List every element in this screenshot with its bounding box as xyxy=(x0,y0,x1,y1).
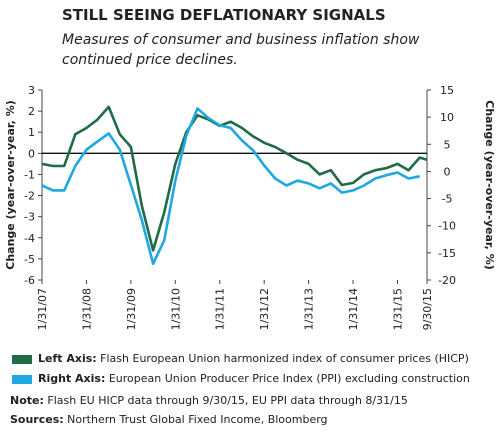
x-tick-label: 1/31/14 xyxy=(347,288,360,330)
y2-tick-label: 15 xyxy=(440,84,454,97)
note-text: Northern Trust Global Fixed Income, Bloo… xyxy=(67,413,328,426)
legend-prefix: Left Axis: xyxy=(38,352,97,365)
y-tick-label: -6 xyxy=(24,274,35,287)
chart-title: STILL SEEING DEFLATIONARY SIGNALS xyxy=(62,6,386,24)
x-tick-label: 1/31/08 xyxy=(80,288,93,330)
x-tick-label: 1/31/15 xyxy=(391,288,404,330)
series-line xyxy=(41,107,420,265)
x-tick-label: 1/31/10 xyxy=(169,288,182,330)
x-tick-label: 1/31/09 xyxy=(125,288,138,330)
y-tick-label: -4 xyxy=(24,232,35,245)
y2-tick-label: -15 xyxy=(438,247,456,260)
y-tick-label: -5 xyxy=(24,253,35,266)
legend-swatch xyxy=(12,375,32,384)
y2-axis-label: Change (year-over-year, %) xyxy=(483,100,496,270)
note-text: Flash EU HICP data through 9/30/15, EU P… xyxy=(47,394,408,407)
note: Note: Flash EU HICP data through 9/30/15… xyxy=(10,394,408,407)
y-tick-label: -1 xyxy=(24,168,35,181)
y2-tick-label: -5 xyxy=(442,193,453,206)
legend-label: European Union Producer Price Index (PPI… xyxy=(108,372,470,385)
x-tick-label: 1/31/12 xyxy=(258,288,271,330)
note: Sources: Northern Trust Global Fixed Inc… xyxy=(10,413,328,426)
legend-label: Flash European Union harmonized index of… xyxy=(100,352,469,365)
y2-tick-label: 5 xyxy=(444,138,451,151)
note-label: Note: xyxy=(10,394,44,407)
legend-entry: Left Axis: Flash European Union harmoniz… xyxy=(38,352,469,365)
legend-prefix: Right Axis: xyxy=(38,372,106,385)
y2-tick-label: 10 xyxy=(440,111,454,124)
y2-tick-label: -10 xyxy=(438,220,456,233)
series-line xyxy=(41,105,428,252)
y2-tick-label: -20 xyxy=(438,274,456,287)
y-tick-label: 2 xyxy=(28,105,35,118)
legend-entry: Right Axis: European Union Producer Pric… xyxy=(38,372,470,385)
y-tick-label: 1 xyxy=(28,126,35,139)
note-label: Sources: xyxy=(10,413,64,426)
x-tick-label: 1/31/13 xyxy=(303,288,316,330)
chart-subtitle: Measures of consumer and business inflat… xyxy=(62,32,420,68)
x-tick-label: 9/30/15 xyxy=(421,288,434,330)
legend-swatch xyxy=(12,355,32,364)
x-tick-label: 1/31/11 xyxy=(214,288,227,330)
y-axis-label: Change (year-over-year, %) xyxy=(4,100,17,270)
y-tick-label: 0 xyxy=(28,147,35,160)
y-tick-label: 3 xyxy=(28,84,35,97)
x-tick-label: 1/31/07 xyxy=(36,288,49,330)
y-tick-label: -3 xyxy=(24,211,35,224)
y2-tick-label: 0 xyxy=(444,165,451,178)
y-tick-label: -2 xyxy=(24,190,35,203)
